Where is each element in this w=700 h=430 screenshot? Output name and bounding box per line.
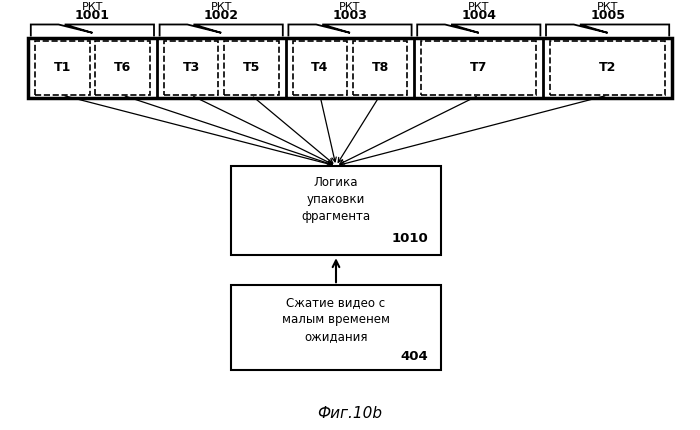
Text: T1: T1 <box>54 61 71 74</box>
Text: T5: T5 <box>243 61 260 74</box>
Text: РКТ: РКТ <box>211 2 232 12</box>
Bar <box>28 38 672 98</box>
Text: T8: T8 <box>372 61 389 74</box>
Bar <box>95 41 150 95</box>
Text: 1005: 1005 <box>590 9 625 22</box>
Bar <box>35 41 90 95</box>
Bar <box>164 41 218 95</box>
Text: 1010: 1010 <box>392 232 428 245</box>
Text: РКТ: РКТ <box>340 2 360 12</box>
Text: T2: T2 <box>599 61 616 74</box>
Bar <box>224 41 279 95</box>
Text: 1003: 1003 <box>332 9 368 22</box>
Text: РКТ: РКТ <box>468 2 489 12</box>
Text: Логика
упаковки
фрагмента: Логика упаковки фрагмента <box>302 176 370 224</box>
Text: 1001: 1001 <box>75 9 110 22</box>
Bar <box>231 285 441 370</box>
Text: T3: T3 <box>183 61 200 74</box>
Text: РКТ: РКТ <box>597 2 618 12</box>
Bar <box>231 166 441 255</box>
Text: 1004: 1004 <box>461 9 496 22</box>
Bar <box>293 41 347 95</box>
Text: T7: T7 <box>470 61 487 74</box>
Text: РКТ: РКТ <box>82 2 103 12</box>
Text: T6: T6 <box>114 61 131 74</box>
Text: 404: 404 <box>400 350 428 362</box>
Text: Сжатие видео с
малым временем
ожидания: Сжатие видео с малым временем ожидания <box>282 296 390 343</box>
Text: T4: T4 <box>312 61 328 74</box>
Bar <box>353 41 407 95</box>
Text: Фиг.10b: Фиг.10b <box>318 406 382 421</box>
Text: 1002: 1002 <box>204 9 239 22</box>
Bar <box>421 41 536 95</box>
Bar <box>550 41 665 95</box>
